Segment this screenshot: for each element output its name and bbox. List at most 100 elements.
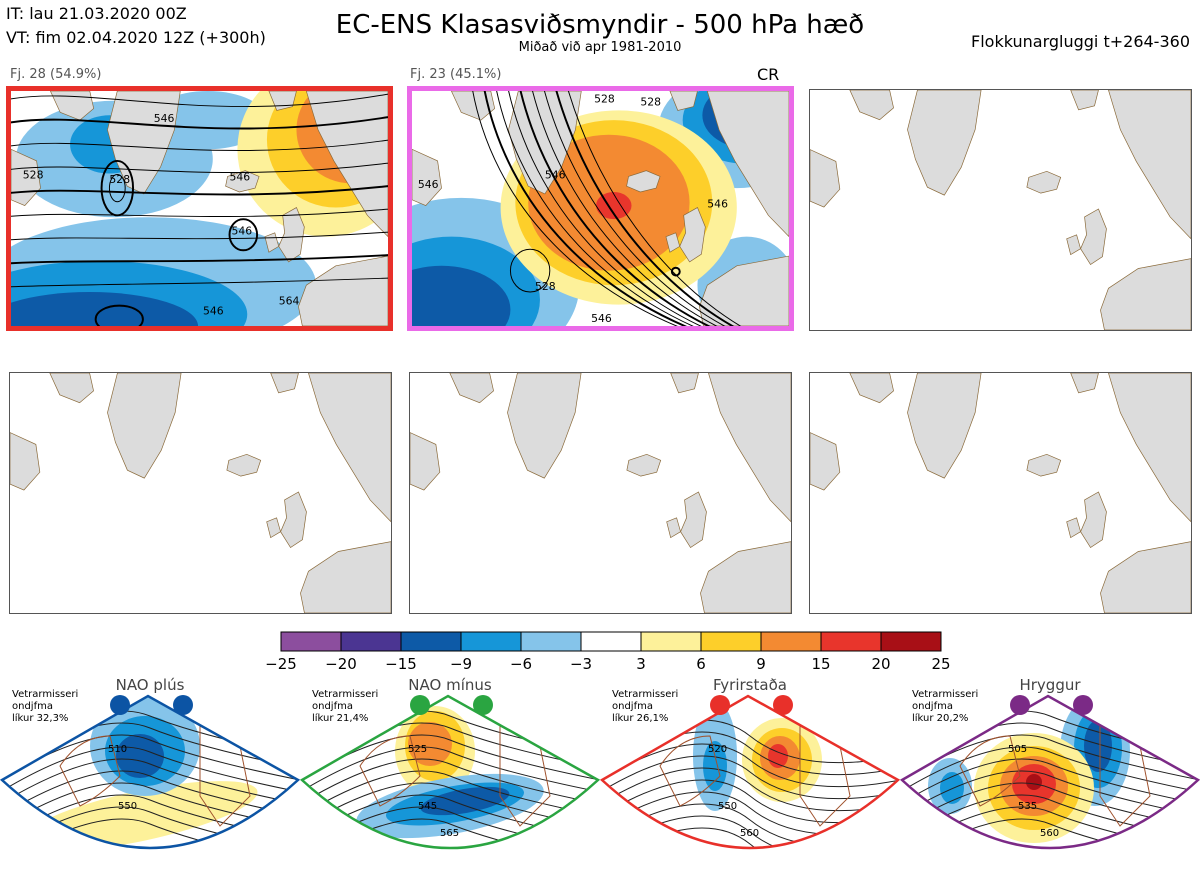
contour-label: 564 bbox=[279, 295, 300, 308]
regime-contour-label: 560 bbox=[1040, 828, 1059, 839]
regime-marker bbox=[1010, 695, 1030, 715]
regime-note: líkur 21,4% bbox=[312, 713, 369, 724]
page-title: EC-ENS Klasasviðsmyndir - 500 hPa hæð bbox=[335, 10, 865, 40]
colorbar-tick-label: 9 bbox=[756, 655, 766, 673]
init-time: IT: lau 21.03.2020 00Z bbox=[6, 4, 187, 23]
map-canvas: 528 528 528 546 546 546 546 bbox=[412, 91, 789, 326]
height-contours bbox=[472, 91, 742, 326]
land-layer bbox=[410, 373, 791, 613]
cluster-6-map[interactable] bbox=[809, 372, 1192, 614]
colorbar-swatch bbox=[580, 631, 642, 652]
colorbar-swatch bbox=[700, 631, 762, 652]
valid-time: VT: fim 02.04.2020 12Z (+300h) bbox=[6, 28, 266, 47]
colorbar-swatch bbox=[880, 631, 942, 652]
colorbar-tick-label: 20 bbox=[871, 655, 891, 673]
regime-marker bbox=[110, 695, 130, 715]
regime-1[interactable]: 510 550 NAO plús Vetrarmisseri ondjfma líkur … bbox=[0, 676, 301, 871]
regime-map: 520 550 560 bbox=[599, 694, 901, 850]
regime-contour-label: 535 bbox=[1018, 801, 1037, 812]
contour-label: 528 bbox=[535, 280, 556, 293]
colorbar-swatch bbox=[640, 631, 702, 652]
regime-title: NAO mínus bbox=[408, 676, 492, 694]
regime-note: Vetrarmisseri bbox=[312, 689, 379, 700]
regime-note: ondjfma bbox=[312, 701, 353, 712]
regime-note: Vetrarmisseri bbox=[12, 689, 79, 700]
regime-marker bbox=[710, 695, 730, 715]
colorbar-tick-label: −3 bbox=[569, 655, 593, 673]
cluster-4-map[interactable] bbox=[9, 372, 392, 614]
map-canvas bbox=[10, 373, 391, 613]
colorbar-swatch bbox=[340, 631, 402, 652]
cluster-3-map[interactable] bbox=[809, 89, 1192, 331]
regime-title: Hryggur bbox=[1019, 676, 1081, 694]
contour-label: 546 bbox=[203, 304, 224, 317]
contour-label: 528 bbox=[23, 168, 44, 181]
land-layer bbox=[412, 91, 789, 326]
regime-contour-label: 545 bbox=[418, 801, 437, 812]
colorbar-tick-label: −9 bbox=[449, 655, 473, 673]
regime-marker bbox=[773, 695, 793, 715]
regime-map: 525 545 565 bbox=[299, 694, 601, 850]
contour-label: 546 bbox=[418, 178, 439, 191]
regime-note: Vetrarmisseri bbox=[912, 689, 979, 700]
cluster-2-label: Fj. 23 (45.1%) bbox=[410, 67, 502, 82]
regime-map: 510 550 bbox=[0, 694, 301, 850]
cluster-1-label: Fj. 28 (54.9%) bbox=[10, 67, 102, 82]
regime-title: Fyrirstaða bbox=[713, 676, 787, 694]
regime-marker bbox=[1073, 695, 1093, 715]
contour-label: 546 bbox=[545, 168, 566, 181]
anomaly-field bbox=[412, 91, 789, 326]
cluster-5-map[interactable] bbox=[409, 372, 792, 614]
regime-marker bbox=[410, 695, 430, 715]
contour-label: 528 bbox=[109, 173, 130, 186]
classification-window: Flokkunargluggi t+264-360 bbox=[971, 32, 1190, 51]
regime-note: ondjfma bbox=[912, 701, 953, 712]
regime-contour-label: 510 bbox=[108, 744, 127, 755]
map-canvas bbox=[810, 90, 1191, 330]
colorbar-swatch bbox=[280, 631, 342, 652]
regime-map: 505 535 560 bbox=[899, 694, 1200, 850]
colorbar-swatch bbox=[460, 631, 522, 652]
contour-label: 546 bbox=[231, 225, 252, 238]
colorbar-swatch bbox=[760, 631, 822, 652]
contour-label: 546 bbox=[230, 170, 251, 183]
colorbar-tick-label: −6 bbox=[509, 655, 533, 673]
regime-4[interactable]: 505 535 560 Hryggur Vetrarmisseri ondjfma líku… bbox=[899, 676, 1200, 871]
regime-note: ondjfma bbox=[612, 701, 653, 712]
colorbar-tick-label: 6 bbox=[696, 655, 706, 673]
height-contours bbox=[11, 93, 388, 326]
contour-label: 546 bbox=[591, 312, 612, 325]
regime-title: NAO plús bbox=[115, 676, 185, 694]
regime-note: líkur 26,1% bbox=[612, 713, 669, 724]
regime-contour-label: 525 bbox=[408, 744, 427, 755]
regime-3[interactable]: 520 550 560 Fyrirstaða Vetrarmisseri ondjfma l… bbox=[599, 676, 901, 871]
regime-marker bbox=[473, 695, 493, 715]
colorbar-tick-label: 25 bbox=[931, 655, 951, 673]
regime-note: líkur 20,2% bbox=[912, 713, 969, 724]
regime-note: ondjfma bbox=[12, 701, 53, 712]
land-layer bbox=[810, 90, 1191, 330]
colorbar-tick-label: 3 bbox=[636, 655, 646, 673]
regime-contour-label: 520 bbox=[708, 744, 727, 755]
contour-label: 546 bbox=[154, 112, 175, 125]
map-canvas: 528 528 546 546 546 546 564 bbox=[11, 91, 388, 326]
regime-contour-label: 560 bbox=[740, 828, 759, 839]
colorbar-swatch bbox=[400, 631, 462, 652]
anomaly-colorbar bbox=[279, 631, 943, 657]
regime-contour-label: 550 bbox=[718, 801, 737, 812]
land-layer bbox=[810, 373, 1191, 613]
map-canvas bbox=[810, 373, 1191, 613]
cluster-2-map[interactable]: 528 528 528 546 546 546 546 bbox=[407, 86, 794, 331]
contour-label: 528 bbox=[640, 96, 661, 109]
contour-label: 546 bbox=[707, 198, 728, 211]
regime-2[interactable]: 525 545 565 NAO mínus Vetrarmisseri ondjfma lí… bbox=[299, 676, 601, 871]
colorbar-swatch bbox=[820, 631, 882, 652]
cluster-1-map[interactable]: 528 528 546 546 546 546 564 bbox=[6, 86, 393, 331]
colorbar-tick-label: −20 bbox=[325, 655, 357, 673]
regime-note: líkur 32,3% bbox=[12, 713, 69, 724]
land-layer bbox=[10, 373, 391, 613]
regime-contour-label: 565 bbox=[440, 828, 459, 839]
contour-label: 528 bbox=[594, 93, 615, 106]
cluster-2-regime-tag: CR bbox=[757, 65, 780, 84]
regime-contour-label: 550 bbox=[118, 801, 137, 812]
